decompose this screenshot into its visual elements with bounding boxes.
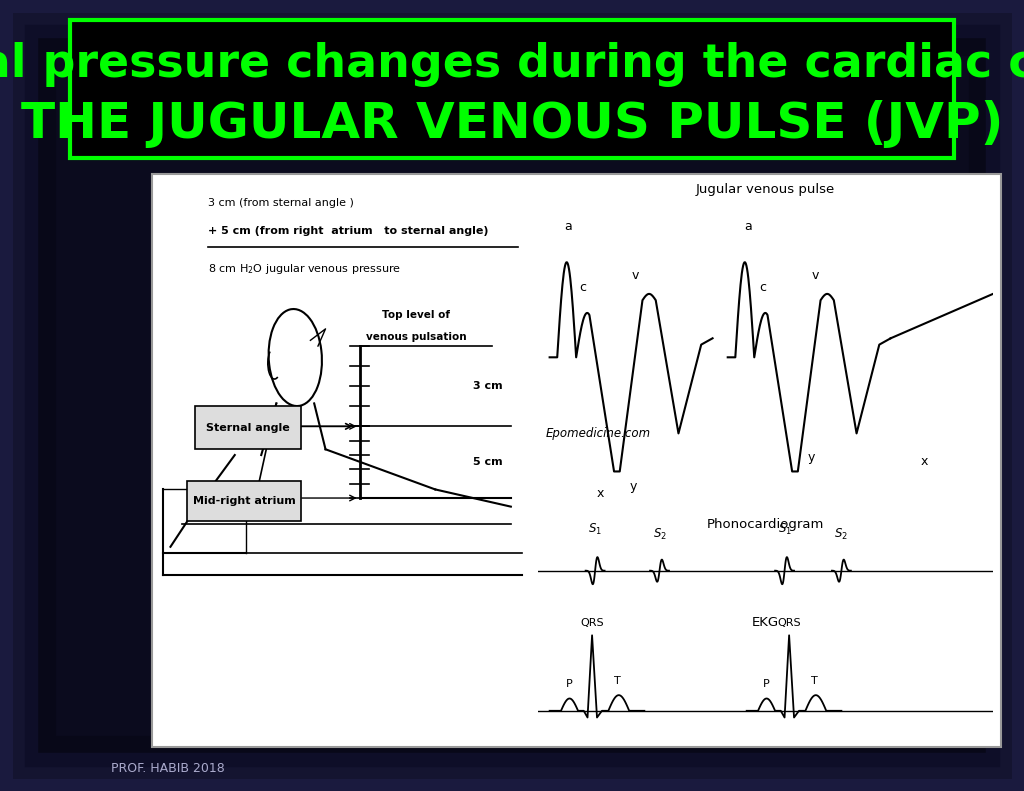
Text: Phonocardiogram: Phonocardiogram [707,518,824,531]
Text: Atrial pressure changes during the cardiac cycle: Atrial pressure changes during the cardi… [0,42,1024,86]
Text: x: x [921,455,929,468]
Text: $S_1$: $S_1$ [777,522,792,537]
Text: P: P [566,679,572,689]
Text: Top level of: Top level of [382,309,451,320]
Text: QRS: QRS [777,618,801,628]
Text: $S_2$: $S_2$ [835,527,848,542]
Text: THE JUGULAR VENOUS PULSE (JVP): THE JUGULAR VENOUS PULSE (JVP) [20,100,1004,148]
Text: PROF. HABIB 2018: PROF. HABIB 2018 [111,763,224,775]
FancyBboxPatch shape [70,20,954,158]
Text: $S_2$: $S_2$ [652,527,667,542]
Text: 3 cm: 3 cm [473,381,503,392]
FancyBboxPatch shape [187,481,301,521]
Text: T: T [613,676,621,686]
Text: a: a [564,221,571,233]
Text: P: P [763,679,770,689]
Text: c: c [760,282,767,294]
Text: v: v [631,269,639,282]
Text: $S_1$: $S_1$ [588,522,602,537]
Text: + 5 cm (from right  atrium   to sternal angle): + 5 cm (from right atrium to sternal ang… [208,226,488,237]
Text: EKG: EKG [752,616,779,629]
Text: c: c [580,282,587,294]
Text: y: y [807,452,815,464]
Text: QRS: QRS [581,618,604,628]
Text: 3 cm (from sternal angle ): 3 cm (from sternal angle ) [208,198,354,208]
Text: a: a [743,221,752,233]
Text: y: y [630,480,637,494]
Text: venous pulsation: venous pulsation [366,332,467,343]
Text: 8 cm H$_2$O jugular venous pressure: 8 cm H$_2$O jugular venous pressure [208,262,401,275]
FancyBboxPatch shape [195,407,301,449]
Text: 5 cm: 5 cm [473,457,503,467]
Text: Mid-right atrium: Mid-right atrium [193,496,296,506]
Text: v: v [811,269,818,282]
Text: Epomedicine.com: Epomedicine.com [546,427,651,440]
Text: Jugular venous pulse: Jugular venous pulse [696,184,836,196]
Text: Sternal angle: Sternal angle [206,423,290,433]
Text: T: T [811,676,817,686]
FancyBboxPatch shape [152,174,1001,747]
Text: x: x [597,486,604,500]
